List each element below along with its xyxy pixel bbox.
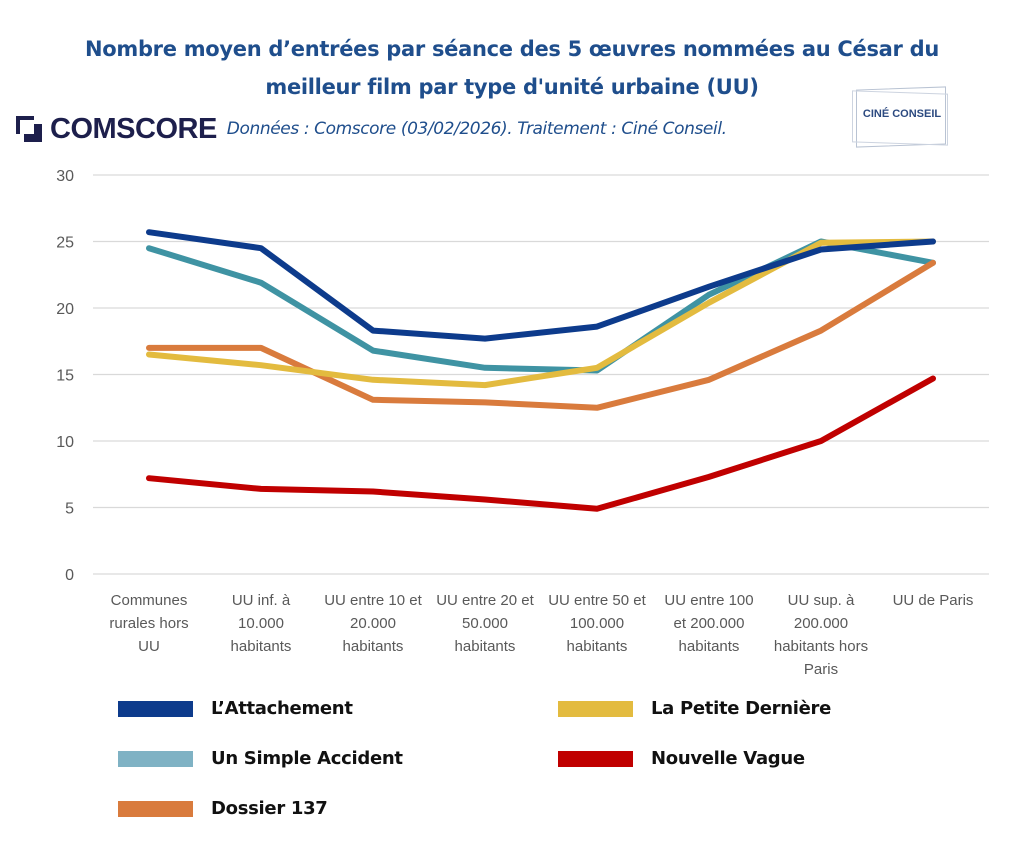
y-axis-ticks: 0 5 10 15 20 25 30 — [56, 168, 74, 584]
comscore-logo-icon — [16, 116, 42, 142]
x-tick-label-line: Paris — [804, 661, 838, 678]
x-tick-label-line: et 200.000 — [674, 615, 745, 632]
chart-title-line-2: meilleur film par type d'unité urbaine (… — [265, 75, 759, 99]
source-note: Données : Comscore (03/02/2026). Traitem… — [226, 119, 727, 139]
x-tick-label-line: habitants — [455, 638, 516, 655]
series-line-la-petite-derni-re — [146, 238, 936, 389]
legend-swatch — [118, 700, 193, 717]
series-line-nouvelle-vague — [146, 375, 936, 512]
x-tick-label: UU sup. à 200.000 habitants hors Paris — [774, 592, 868, 678]
x-tick-label-line: habitants — [231, 638, 292, 655]
x-tick-label-line: habitants — [679, 638, 740, 655]
chart-title-line-1: Nombre moyen d’entrées par séance des 5 … — [84, 37, 940, 61]
legend-label: Dossier 137 — [211, 798, 328, 819]
legend-item: Un Simple Accident — [118, 748, 403, 769]
x-tick-label-line: Communes — [111, 592, 188, 609]
x-tick-label-line: UU inf. à — [232, 592, 291, 609]
series-line-dossier-137 — [146, 259, 936, 411]
legend-item: Dossier 137 — [118, 798, 328, 819]
series-line-l-attachement — [146, 229, 936, 342]
y-tick-label: 25 — [56, 235, 74, 252]
legend-item: Nouvelle Vague — [558, 748, 805, 769]
legend-item: La Petite Dernière — [558, 698, 831, 719]
y-tick-label: 15 — [56, 368, 74, 385]
x-tick-label-line: 100.000 — [570, 615, 624, 632]
x-tick-label-line: UU entre 20 et — [436, 592, 534, 609]
legend-swatch — [558, 700, 633, 717]
legend-label: L’Attachement — [211, 698, 353, 719]
x-tick-label-line: UU entre 100 — [664, 592, 753, 609]
x-tick-label: UU de Paris — [893, 592, 974, 609]
legend-swatch — [118, 750, 193, 767]
x-tick-label: UU entre 100 et 200.000 habitants — [664, 592, 753, 655]
x-tick-label-line: habitants — [343, 638, 404, 655]
x-tick-label-line: UU sup. à — [788, 592, 855, 609]
x-axis-ticks: Communes rurales hors UU UU inf. à 10.000 hab… — [109, 592, 973, 678]
legend-item: L’Attachement — [118, 698, 353, 719]
legend-label: La Petite Dernière — [651, 698, 832, 719]
cine-conseil-logo: CINÉ CONSEIL — [850, 84, 954, 150]
chart-title: Nombre moyen d’entrées par séance des 5 … — [0, 30, 1024, 106]
source-row: COMSCORE Données : Comscore (03/02/2026)… — [16, 112, 727, 146]
x-tick-label-line: UU entre 10 et — [324, 592, 422, 609]
x-tick-label-line: habitants hors — [774, 638, 868, 655]
x-tick-label: UU entre 10 et 20.000 habitants — [324, 592, 422, 655]
legend-label: Un Simple Accident — [211, 748, 403, 769]
y-tick-label: 20 — [56, 301, 74, 318]
x-tick-label-line: 200.000 — [794, 615, 848, 632]
x-tick-label: UU entre 20 et 50.000 habitants — [436, 592, 534, 655]
y-tick-label: 5 — [65, 501, 74, 518]
x-tick-label-line: 10.000 — [238, 615, 284, 632]
x-tick-label-line: UU — [138, 638, 160, 655]
x-tick-label-line: UU entre 50 et — [548, 592, 646, 609]
x-tick-label-line: rurales hors — [109, 615, 188, 632]
cine-conseil-logo-text: CINÉ CONSEIL — [862, 108, 942, 120]
x-tick-label-line: 20.000 — [350, 615, 396, 632]
comscore-brand: COMSCORE — [50, 112, 217, 145]
x-tick-label: Communes rurales hors UU — [109, 592, 188, 655]
x-tick-label-line: UU de Paris — [893, 592, 974, 609]
x-tick-label-line: 50.000 — [462, 615, 508, 632]
y-tick-label: 0 — [65, 567, 74, 584]
x-tick-label-line: habitants — [567, 638, 628, 655]
legend-label: Nouvelle Vague — [651, 748, 805, 769]
legend-swatch — [118, 800, 193, 817]
y-tick-label: 30 — [56, 168, 74, 185]
x-tick-label: UU entre 50 et 100.000 habitants — [548, 592, 646, 655]
chart-legend: L’Attachement Un Simple Accident Dossier 1… — [0, 690, 1024, 840]
legend-swatch — [558, 750, 633, 767]
x-tick-label: UU inf. à 10.000 habitants — [231, 592, 292, 655]
line-chart: 0 5 10 15 20 25 30 Communes rurales hors UU UU in… — [56, 168, 989, 678]
series-lines — [146, 229, 936, 512]
y-tick-label: 10 — [56, 434, 74, 451]
